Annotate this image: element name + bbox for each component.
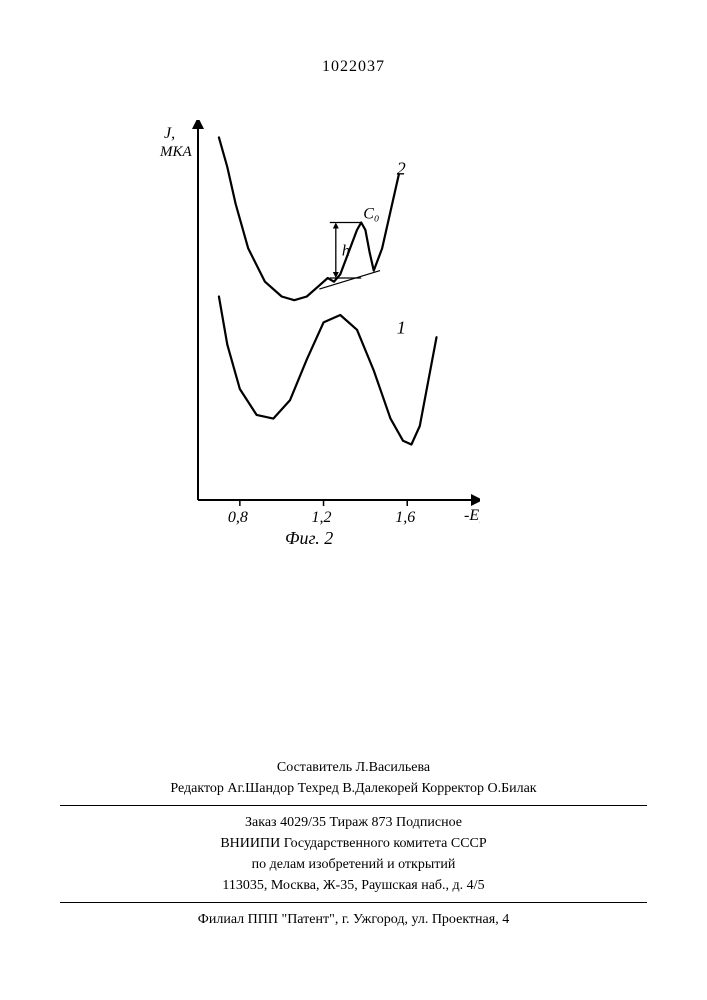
svg-text:J,: J, — [164, 125, 175, 142]
svg-text:1: 1 — [397, 318, 406, 338]
divider-2 — [60, 902, 647, 903]
org-line-1: ВНИИПИ Государственного комитета СССР — [60, 833, 647, 854]
voltammogram-chart: J, МКА -E, В 0,8 1,2 1,6 1 2 C₀ h Фиг. 2 — [150, 120, 500, 570]
svg-text:h: h — [342, 242, 350, 259]
page-number: 1022037 — [322, 58, 385, 76]
address-2: Филиал ППП "Патент", г. Ужгород, ул. Про… — [60, 909, 647, 930]
svg-text:Фиг. 2: Фиг. 2 — [285, 528, 333, 548]
divider-1 — [60, 805, 647, 806]
order-line: Заказ 4029/35 Тираж 873 Подписное — [60, 812, 647, 833]
svg-text:МКА: МКА — [159, 144, 192, 160]
svg-text:0,8: 0,8 — [228, 509, 248, 526]
svg-text:2: 2 — [397, 158, 406, 178]
org-line-2: по делам изобретений и открытий — [60, 854, 647, 875]
roles-line: Редактор Аг.Шандор Техред В.Далекорей Ко… — [60, 778, 647, 799]
compiler-line: Составитель Л.Васильева — [60, 757, 647, 778]
svg-text:-E, В: -E, В — [464, 507, 480, 524]
svg-text:C₀: C₀ — [363, 206, 379, 223]
svg-text:1,2: 1,2 — [312, 509, 332, 526]
address-1: 113035, Москва, Ж-35, Раушская наб., д. … — [60, 875, 647, 896]
chart-svg: J, МКА -E, В 0,8 1,2 1,6 1 2 C₀ h Фиг. 2 — [150, 120, 480, 550]
svg-text:1,6: 1,6 — [395, 509, 415, 526]
imprint-block: Составитель Л.Васильева Редактор Аг.Шанд… — [60, 757, 647, 930]
